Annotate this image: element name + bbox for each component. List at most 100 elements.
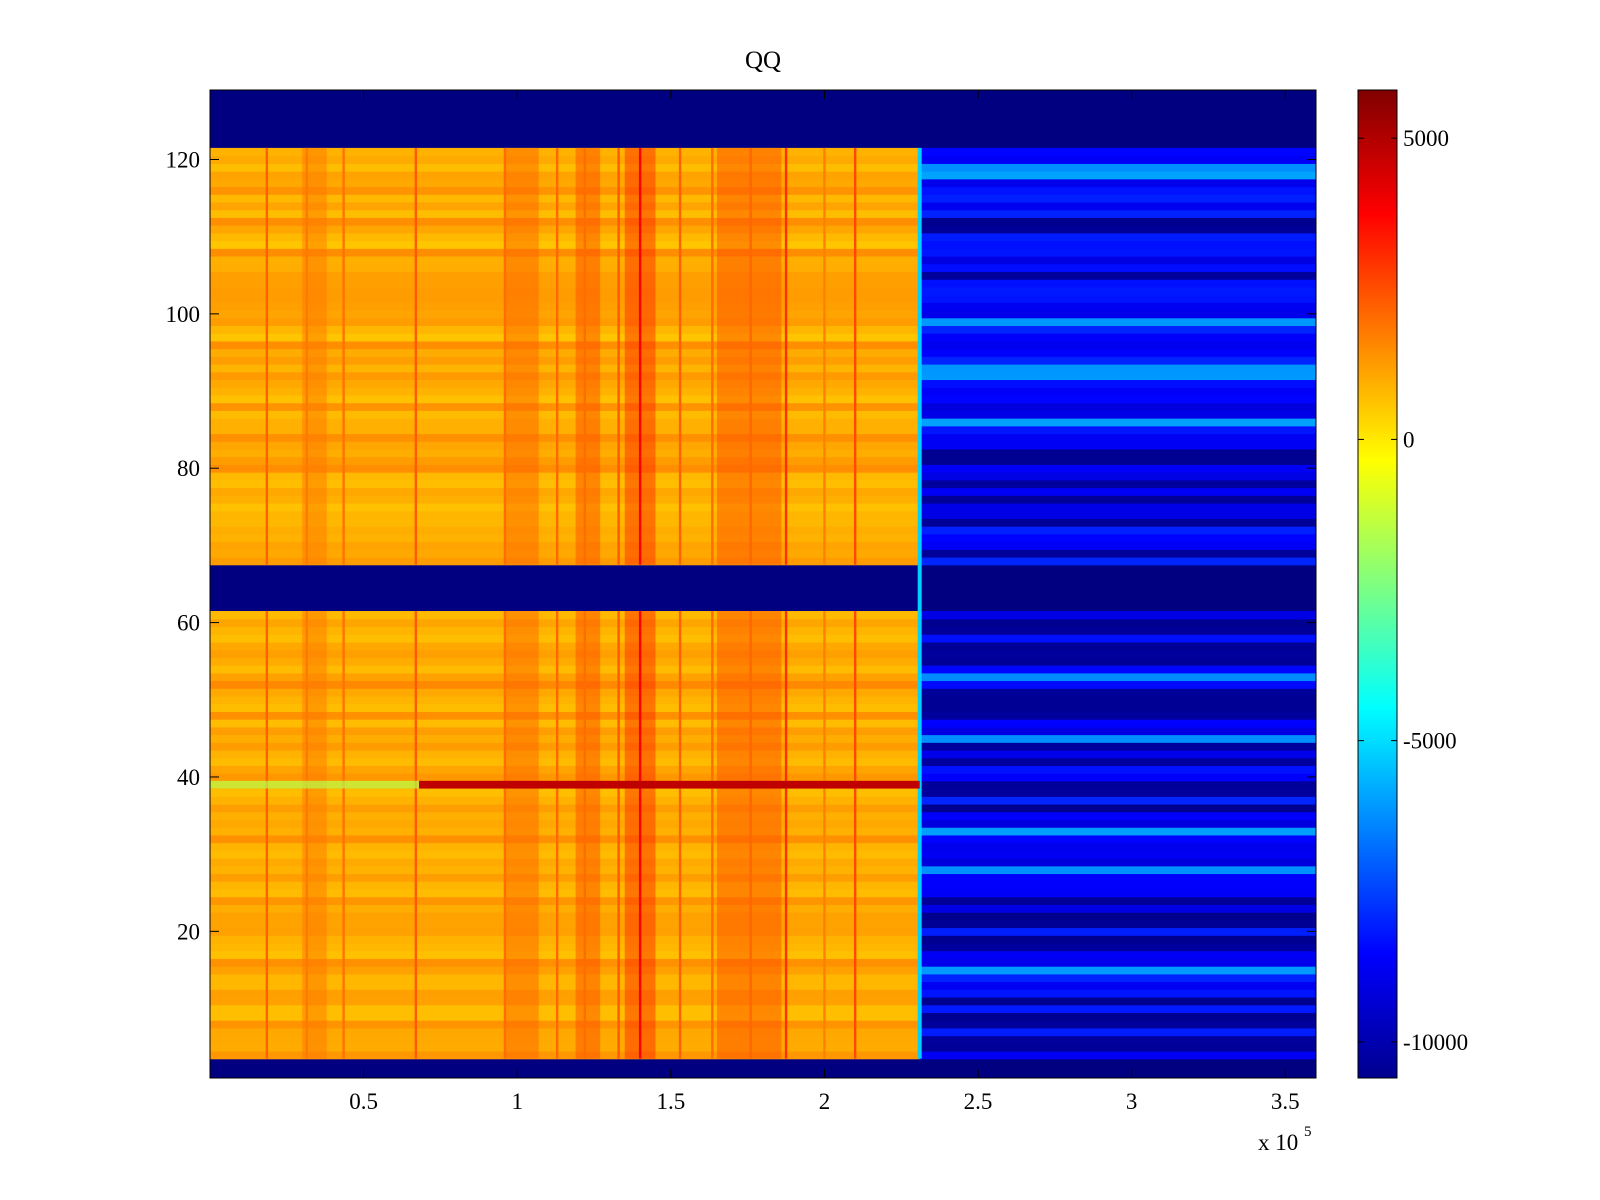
heatmap-row-left bbox=[210, 904, 920, 913]
heatmap-row-left bbox=[210, 155, 920, 164]
x-multiplier: x 10 5 bbox=[1258, 1124, 1312, 1155]
heatmap-row-left bbox=[210, 634, 920, 643]
heatmap-vertical-line bbox=[555, 611, 559, 1059]
colorbar-tick-label: -10000 bbox=[1403, 1030, 1468, 1055]
heatmap-row-left bbox=[210, 433, 920, 442]
heatmap-highlight-row-left bbox=[210, 780, 419, 789]
heatmap-row-right bbox=[919, 464, 1316, 473]
heatmap-row-left bbox=[210, 186, 920, 195]
heatmap-column-band bbox=[575, 611, 601, 1059]
heatmap-row-right bbox=[919, 194, 1316, 203]
heatmap-row-left bbox=[210, 958, 920, 967]
heatmap-row-right bbox=[919, 703, 1316, 712]
heatmap-row-left bbox=[210, 240, 920, 249]
heatmap-row-right bbox=[919, 618, 1316, 628]
heatmap-row-left bbox=[210, 919, 920, 929]
heatmap-row-left bbox=[210, 286, 920, 296]
heatmap-row-left bbox=[210, 1020, 920, 1029]
heatmap-row-right bbox=[919, 178, 1316, 188]
heatmap-row-right bbox=[919, 487, 1316, 496]
heatmap-row-left bbox=[210, 518, 920, 527]
heatmap-row-left bbox=[210, 865, 920, 875]
heatmap-row-left bbox=[210, 773, 920, 782]
heatmap-row-left bbox=[210, 1050, 920, 1060]
heatmap-vertical-line bbox=[503, 147, 507, 565]
heatmap-row-right bbox=[919, 309, 1316, 319]
heatmap-row-left bbox=[210, 811, 920, 821]
heatmap-row-left bbox=[210, 942, 920, 952]
heatmap-row-left bbox=[210, 881, 920, 890]
heatmap-row-left bbox=[210, 1012, 920, 1021]
heatmap-row-right bbox=[919, 919, 1316, 929]
heatmap-row-left bbox=[210, 912, 920, 921]
heatmap-vertical-line bbox=[711, 147, 714, 565]
heatmap-row-right bbox=[919, 1012, 1316, 1021]
heatmap-row-left bbox=[210, 356, 920, 365]
x-tick-label: 1 bbox=[511, 1089, 523, 1114]
heatmap-row-right bbox=[919, 827, 1316, 836]
heatmap-row-left bbox=[210, 873, 920, 882]
heatmap-row-right bbox=[919, 340, 1316, 350]
heatmap-row-right bbox=[919, 819, 1316, 828]
heatmap-row-right bbox=[919, 479, 1316, 489]
heatmap-row-left bbox=[210, 147, 920, 157]
x-multiplier-label: x 10 bbox=[1258, 1130, 1298, 1155]
heatmap-vertical-line bbox=[555, 147, 559, 565]
heatmap-row-left bbox=[210, 842, 920, 851]
heatmap-row-left bbox=[210, 232, 920, 242]
heatmap-row-right bbox=[919, 402, 1316, 411]
heatmap-vertical-line bbox=[678, 147, 682, 565]
heatmap-row-right bbox=[919, 155, 1316, 164]
heatmap-row-right bbox=[919, 325, 1316, 334]
heatmap-row-right bbox=[919, 1027, 1316, 1037]
heatmap-row-right bbox=[919, 533, 1316, 543]
heatmap-row-right bbox=[919, 657, 1316, 666]
heatmap-row-left bbox=[210, 719, 920, 728]
heatmap-row-right bbox=[919, 850, 1316, 859]
heatmap-row-left bbox=[210, 340, 920, 350]
heatmap-row-left bbox=[210, 803, 920, 813]
heatmap-row-right bbox=[919, 248, 1316, 257]
heatmap-vertical-line bbox=[638, 611, 642, 1059]
heatmap-row-right bbox=[919, 379, 1316, 388]
heatmap-row-left bbox=[210, 611, 920, 620]
x-multiplier-exponent: 5 bbox=[1304, 1124, 1312, 1140]
heatmap-row-left bbox=[210, 425, 920, 435]
heatmap-row-left bbox=[210, 888, 920, 898]
heatmap-row-left bbox=[210, 441, 920, 450]
heatmap-row-right bbox=[919, 711, 1316, 720]
heatmap-row-left bbox=[210, 402, 920, 411]
heatmap-row-right bbox=[919, 966, 1316, 975]
heatmap-row-right bbox=[919, 765, 1316, 774]
x-axis: 0.5 1 1.5 2 2.5 3 3.5 bbox=[349, 90, 1300, 1114]
heatmap-row-right bbox=[919, 734, 1316, 743]
heatmap-row-left bbox=[210, 479, 920, 489]
heatmap-row-left bbox=[210, 502, 920, 512]
heatmap-vertical-line bbox=[823, 147, 826, 565]
heatmap-row-left bbox=[210, 410, 920, 419]
heatmap-vertical-line bbox=[617, 147, 620, 565]
heatmap-row-right bbox=[919, 942, 1316, 952]
heatmap-row-left bbox=[210, 834, 920, 844]
heatmap-row-right bbox=[919, 495, 1316, 504]
heatmap-row-left bbox=[210, 641, 920, 651]
heatmap-row-right bbox=[919, 989, 1316, 998]
heatmap-row-right bbox=[919, 356, 1316, 365]
heatmap-row-right bbox=[919, 958, 1316, 967]
heatmap-row-left bbox=[210, 418, 920, 427]
heatmap-row-right bbox=[919, 1035, 1316, 1044]
heatmap-row-left bbox=[210, 225, 920, 234]
heatmap-row-right bbox=[919, 842, 1316, 851]
heatmap-vertical-line bbox=[342, 611, 345, 1059]
heatmap-row-right bbox=[919, 742, 1316, 751]
heatmap-row-right bbox=[919, 695, 1316, 705]
colorbar-gradient bbox=[1357, 89, 1398, 1079]
heatmap-row-left bbox=[210, 1035, 920, 1044]
heatmap-row-right bbox=[919, 255, 1316, 265]
heatmap-vertical-line bbox=[823, 611, 826, 1059]
heatmap-row-left bbox=[210, 510, 920, 519]
heatmap-vertical-line bbox=[638, 147, 642, 565]
heatmap-row-right bbox=[919, 171, 1316, 180]
heatmap-column-band bbox=[504, 147, 539, 565]
